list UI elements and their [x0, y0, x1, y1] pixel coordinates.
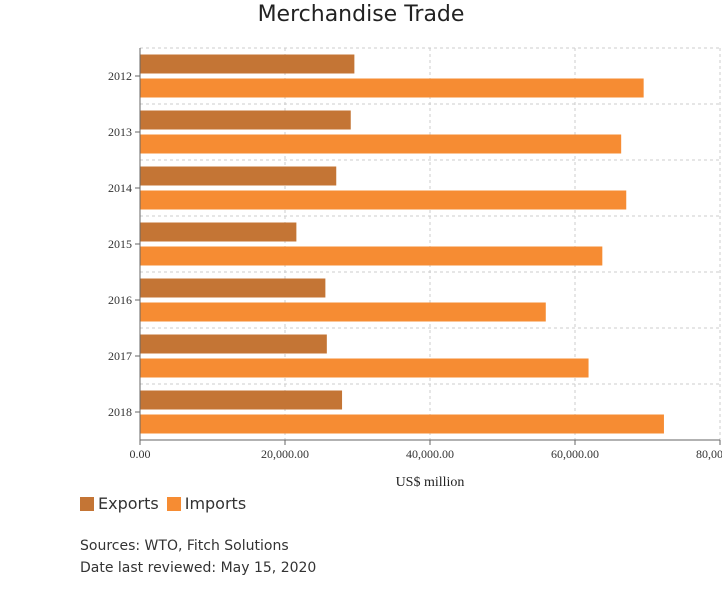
x-tick-label: 40,000.00 — [406, 447, 454, 461]
bar-exports-2012[interactable] — [140, 54, 355, 74]
bar-exports-2013[interactable] — [140, 110, 351, 130]
y-tick-label: 2013 — [108, 125, 132, 139]
x-axis-label: US$ million — [396, 475, 465, 490]
bar-imports-2015[interactable] — [140, 246, 603, 266]
bar-imports-2012[interactable] — [140, 78, 644, 98]
bar-exports-2014[interactable] — [140, 166, 337, 186]
y-tick-label: 2015 — [108, 237, 132, 251]
bar-exports-2017[interactable] — [140, 334, 327, 354]
x-tick-label: 60,000.00 — [551, 447, 599, 461]
bar-imports-2016[interactable] — [140, 302, 546, 322]
date-reviewed-note: Date last reviewed: May 15, 2020 — [80, 560, 317, 576]
y-tick-label: 2017 — [108, 349, 132, 363]
y-tick-label: 2016 — [108, 293, 132, 307]
legend-swatch-imports — [166, 496, 181, 511]
sources-note: Sources: WTO, Fitch Solutions — [80, 538, 289, 554]
bar-imports-2014[interactable] — [140, 190, 627, 210]
legend-swatch-exports — [80, 496, 94, 511]
bar-layer — [140, 54, 664, 434]
y-tick-label: 2012 — [108, 69, 132, 83]
bar-imports-2017[interactable] — [140, 358, 589, 378]
label-layer: 0.00 20,000.00 40,000.00 60,000.00 80,000.00… — [108, 69, 722, 461]
bar-exports-2016[interactable] — [140, 278, 326, 298]
bar-exports-2015[interactable] — [140, 222, 297, 242]
bar-exports-2018[interactable] — [140, 390, 343, 410]
x-tick-label: 0.00 — [130, 447, 151, 461]
bar-imports-2018[interactable] — [140, 414, 664, 434]
legend-item-exports[interactable]: Exports — [80, 494, 159, 513]
legend: Exports Imports — [80, 494, 254, 513]
y-tick-label: 2018 — [108, 405, 132, 419]
chart-title: Merchandise Trade — [257, 2, 465, 27]
y-tick-label: 2014 — [108, 181, 132, 195]
x-tick-label: 20,000.00 — [261, 447, 309, 461]
legend-item-imports[interactable]: Imports — [166, 494, 247, 513]
axis-layer — [139, 48, 720, 441]
legend-label-imports: Imports — [184, 494, 247, 513]
bar-imports-2013[interactable] — [140, 134, 622, 154]
legend-label-exports: Exports — [98, 494, 159, 513]
x-tick-label: 80,000.00 — [696, 447, 722, 461]
